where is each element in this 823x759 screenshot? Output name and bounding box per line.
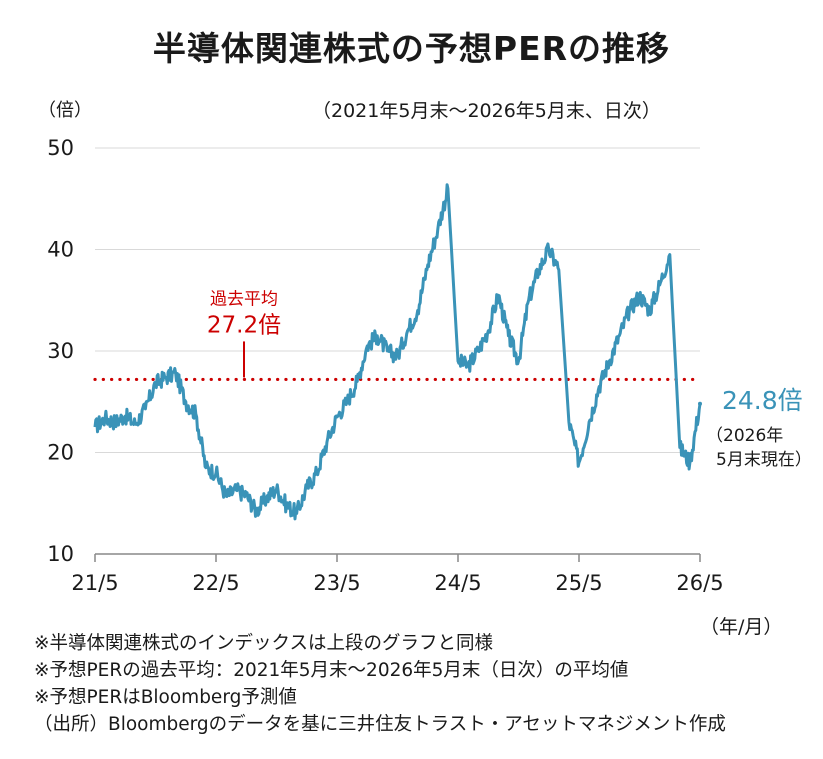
per-series-line [93,183,702,521]
y-tick-label: 40 [47,238,74,262]
x-axis-unit: （年/月） [700,616,783,638]
x-tick-label: 23/5 [313,571,360,595]
x-tick-label: 22/5 [192,571,239,595]
y-axis-tick-labels: 10 20 30 40 50 [47,136,74,566]
average-label: 過去平均 [210,289,278,309]
x-tick-label: 26/5 [676,571,723,595]
end-label-group: 24.8倍 （2026年 5月末現在） [706,386,812,470]
y-axis-unit: （倍） [38,100,92,121]
latest-value-label: 24.8倍 [722,386,803,415]
chart-title: 半導体関連株式の予想PERの推移 [152,29,671,68]
x-tick-label: 25/5 [555,571,602,595]
latest-date-note: 5月末現在） [716,450,812,470]
y-tick-label: 30 [47,339,74,363]
x-axis [94,553,701,562]
period-label: （2021年5月末〜2026年5月末、日次） [312,100,661,122]
source-note: （出所）Bloombergのデータを基に三井住友トラスト・アセットマネジメント作… [34,714,726,735]
per-line-chart: 10 20 30 40 50 21/5 22/5 23/5 24/5 25/5 26/5 過去平均… [47,136,812,595]
x-axis-tick-labels: 21/5 22/5 23/5 24/5 25/5 26/5 [71,571,723,595]
average-value-label: 27.2倍 [207,312,281,338]
x-tick-label: 21/5 [71,571,118,595]
y-tick-label: 50 [47,136,74,160]
y-tick-label: 10 [47,542,74,566]
latest-date-note: （2026年 [706,426,783,446]
x-tick-label: 24/5 [434,571,481,595]
footnote: ※予想PERの過去平均：2021年5月末〜2026年5月末（日次）の平均値 [34,660,629,681]
footnotes: ※半導体関連株式のインデックスは上段のグラフと同様 ※予想PERの過去平均：20… [34,630,726,738]
series-layer [93,183,702,521]
y-tick-label: 20 [47,441,74,465]
data-point [698,401,702,406]
average-reference: 過去平均 27.2倍 [93,289,702,382]
footnote: ※予想PERはBloomberg予測値 [34,687,297,708]
footnote: ※半導体関連株式のインデックスは上段のグラフと同様 [34,633,493,654]
